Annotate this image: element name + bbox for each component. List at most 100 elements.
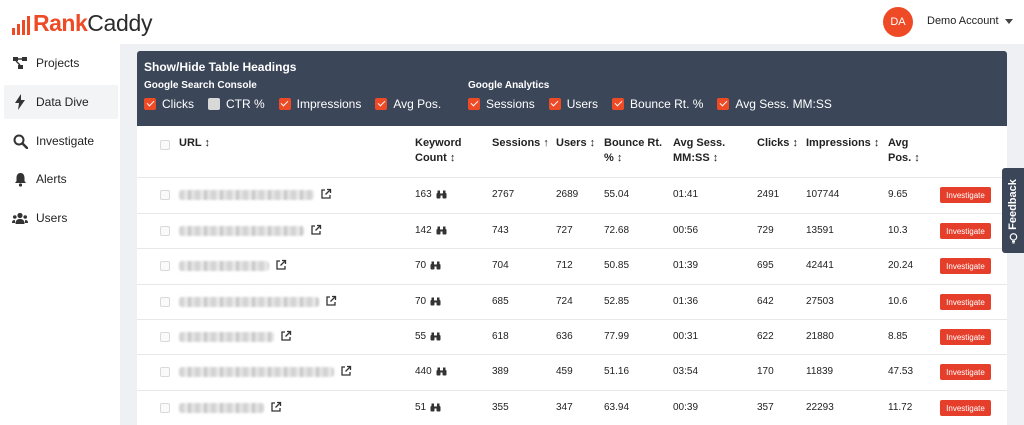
- cell-keyword-count[interactable]: 163: [415, 189, 447, 200]
- avatar[interactable]: DA: [883, 7, 913, 37]
- external-link-icon[interactable]: [270, 401, 282, 413]
- external-link-icon[interactable]: [275, 259, 287, 271]
- header-label: URL ↕: [179, 137, 210, 149]
- cell-clicks: 729: [757, 225, 774, 236]
- url-link-redacted[interactable]: [179, 261, 269, 271]
- header-url[interactable]: URL ↕: [179, 136, 210, 151]
- url-link-redacted[interactable]: [179, 403, 264, 413]
- toggle-clicks[interactable]: Clicks: [144, 97, 194, 111]
- url-link-redacted[interactable]: [179, 226, 304, 236]
- checkbox-checked-icon: [144, 98, 156, 110]
- keyword-count-value: 70: [415, 296, 427, 307]
- investigate-button[interactable]: Investigate: [940, 187, 991, 203]
- keyword-count-value: 51: [415, 402, 427, 413]
- feedback-tab[interactable]: Feedback: [1002, 168, 1024, 253]
- header-impressions[interactable]: Impressions ↕: [806, 136, 879, 151]
- sidebar: Projects Data Dive Investigate Alerts Us…: [0, 44, 120, 425]
- sidebar-item-alerts[interactable]: Alerts: [4, 162, 118, 196]
- toggle-bounce-rate[interactable]: Bounce Rt. %: [612, 97, 703, 111]
- header-label: Avg Sess.: [673, 137, 726, 149]
- sidebar-item-users[interactable]: Users: [4, 201, 118, 235]
- select-all-checkbox[interactable]: [160, 140, 170, 150]
- header-avg-sess[interactable]: Avg Sess. MM:SS ↕: [673, 136, 725, 166]
- header-keyword-count[interactable]: Keyword Count ↕: [415, 136, 461, 166]
- checkbox-checked-icon: [278, 98, 291, 110]
- toggle-ctr[interactable]: CTR %: [208, 97, 265, 111]
- main-content: Show/Hide Table Headings Google Search C…: [120, 44, 1024, 425]
- cell-keyword-count[interactable]: 51: [415, 402, 441, 413]
- table-row: 55 618 636 77.99 00:31 622 21880 8.85 Investigat…: [137, 319, 1007, 354]
- row-checkbox[interactable]: [160, 190, 170, 200]
- cell-sessions: 743: [492, 225, 509, 236]
- cell-avg-pos: 10.6: [888, 296, 908, 307]
- binoculars-icon[interactable]: [430, 332, 441, 341]
- url-link-redacted[interactable]: [179, 367, 334, 377]
- toggle-sessions[interactable]: Sessions: [468, 97, 535, 111]
- cell-users: 727: [556, 225, 573, 236]
- cell-sessions: 389: [492, 366, 509, 377]
- cell-avg-sess: 00:31: [673, 331, 699, 342]
- cell-clicks: 170: [757, 366, 774, 377]
- sidebar-item-investigate[interactable]: Investigate: [4, 124, 118, 158]
- sidebar-item-data-dive[interactable]: Data Dive: [4, 85, 118, 119]
- row-checkbox[interactable]: [160, 226, 170, 236]
- url-link-redacted[interactable]: [179, 332, 274, 342]
- toggle-avg-pos[interactable]: Avg Pos.: [375, 97, 441, 111]
- external-link-icon[interactable]: [280, 330, 292, 342]
- table-row: 70 685 724 52.85 01:36 642 27503 10.6 Investigat…: [137, 284, 1007, 319]
- external-link-icon[interactable]: [310, 224, 322, 236]
- cell-keyword-count[interactable]: 142: [415, 225, 447, 236]
- header-avg-pos[interactable]: Avg Pos. ↕: [888, 136, 920, 166]
- cell-impressions: 27503: [806, 296, 834, 307]
- external-link-icon[interactable]: [325, 295, 337, 307]
- investigate-button[interactable]: Investigate: [940, 258, 991, 274]
- cell-sessions: 618: [492, 331, 509, 342]
- toggle-users[interactable]: Users: [548, 97, 599, 111]
- external-link-icon[interactable]: [320, 188, 332, 200]
- feedback-label: Feedback: [1007, 179, 1019, 243]
- header-bounce-rate[interactable]: Bounce Rt. % ↕: [604, 136, 662, 166]
- cell-keyword-count[interactable]: 70: [415, 260, 441, 271]
- binoculars-icon[interactable]: [436, 367, 447, 376]
- cell-keyword-count[interactable]: 440: [415, 366, 447, 377]
- investigate-button[interactable]: Investigate: [940, 294, 991, 310]
- account-menu[interactable]: Demo Account: [927, 15, 1013, 27]
- binoculars-icon[interactable]: [436, 226, 447, 235]
- row-checkbox[interactable]: [160, 332, 170, 342]
- sidebar-item-projects[interactable]: Projects: [4, 46, 118, 80]
- investigate-button[interactable]: Investigate: [940, 400, 991, 416]
- url-link-redacted[interactable]: [179, 297, 319, 307]
- cell-bounce: 50.85: [604, 260, 630, 271]
- cell-sessions: 2767: [492, 189, 515, 200]
- row-checkbox[interactable]: [160, 261, 170, 271]
- header-clicks[interactable]: Clicks ↕: [757, 136, 798, 151]
- investigate-button[interactable]: Investigate: [940, 329, 991, 345]
- keyword-count-value: 142: [415, 225, 432, 236]
- binoculars-icon[interactable]: [430, 297, 441, 306]
- cell-bounce: 77.99: [604, 331, 630, 342]
- checkbox-checked-icon: [548, 98, 561, 110]
- row-checkbox[interactable]: [160, 367, 170, 377]
- investigate-button[interactable]: Investigate: [940, 364, 991, 380]
- row-checkbox[interactable]: [160, 297, 170, 307]
- cell-avg-sess: 00:56: [673, 225, 699, 236]
- binoculars-icon[interactable]: [430, 403, 441, 412]
- url-link-redacted[interactable]: [179, 190, 314, 200]
- table-row: 142 743 727 72.68 00:56 729 13591 10.3 Investiga…: [137, 213, 1007, 248]
- rankcaddy-logo[interactable]: Rank Caddy: [12, 9, 153, 35]
- cell-keyword-count[interactable]: 70: [415, 296, 441, 307]
- binoculars-icon[interactable]: [436, 190, 447, 199]
- cell-sessions: 704: [492, 260, 509, 271]
- external-link-icon[interactable]: [340, 365, 352, 377]
- investigate-button[interactable]: Investigate: [940, 223, 991, 239]
- option-label: Users: [566, 97, 599, 111]
- toggle-avg-sess[interactable]: Avg Sess. MM:SS: [717, 97, 832, 111]
- sidebar-item-label: Alerts: [36, 172, 67, 186]
- cell-impressions: 22293: [806, 402, 834, 413]
- header-users[interactable]: Users ↕: [556, 136, 595, 151]
- header-sessions[interactable]: Sessions ↑: [492, 136, 549, 151]
- row-checkbox[interactable]: [160, 403, 170, 413]
- toggle-impressions[interactable]: Impressions: [278, 97, 361, 111]
- binoculars-icon[interactable]: [430, 261, 441, 270]
- cell-keyword-count[interactable]: 55: [415, 331, 441, 342]
